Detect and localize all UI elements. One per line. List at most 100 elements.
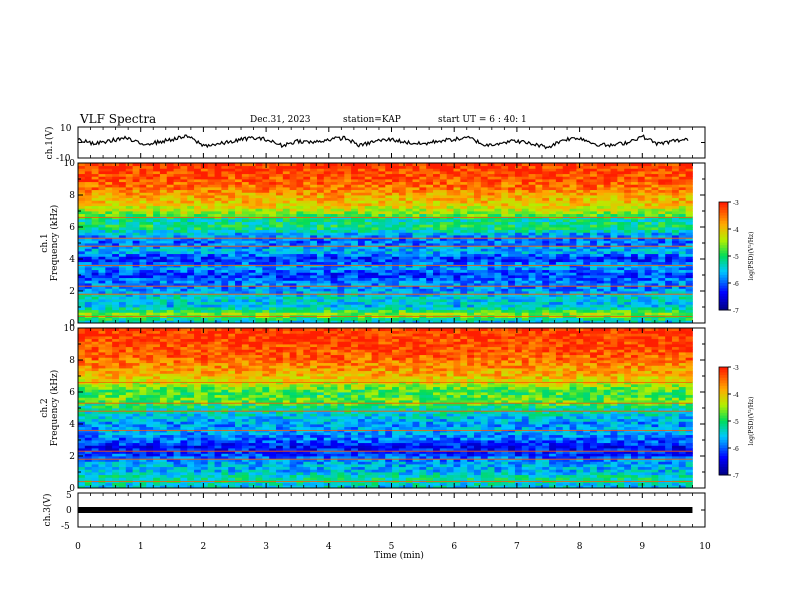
heatmap-cell — [535, 304, 543, 308]
heatmap-cell — [337, 187, 345, 191]
heatmap-cell — [214, 216, 222, 220]
heatmap-cell — [221, 211, 229, 215]
heatmap-cell — [153, 259, 161, 263]
heatmap-cell — [494, 245, 502, 249]
heatmap-cell — [282, 179, 291, 183]
heatmap-cell — [146, 237, 154, 241]
heatmap-cell — [494, 224, 502, 228]
heatmap-cell — [494, 309, 502, 313]
heatmap-cell — [330, 187, 338, 191]
heatmap-cell — [446, 179, 454, 183]
heatmap-cell — [303, 267, 311, 271]
heatmap-cell — [596, 232, 605, 236]
heatmap-cell — [275, 288, 284, 292]
heatmap-cell — [665, 261, 673, 265]
heatmap-cell — [460, 208, 468, 212]
heatmap-cell — [624, 219, 632, 223]
heatmap-cell — [91, 216, 99, 220]
heatmap-cell — [617, 205, 625, 209]
heatmap-cell — [166, 288, 174, 292]
heatmap-cell — [118, 187, 127, 191]
heatmap-cell — [323, 299, 332, 303]
heatmap-cell — [139, 208, 147, 212]
heatmap-cell — [453, 227, 461, 231]
heatmap-cell — [678, 208, 687, 212]
heatmap-cell — [207, 304, 215, 308]
heatmap-cell — [330, 275, 338, 279]
heatmap-cell — [658, 216, 666, 220]
heatmap-cell — [658, 312, 666, 316]
heatmap-cell — [173, 307, 181, 311]
heatmap-cell — [542, 240, 550, 244]
heatmap-cell — [296, 312, 304, 316]
heatmap-cell — [235, 235, 243, 239]
heatmap-cell — [78, 205, 86, 209]
heatmap-cell — [173, 237, 181, 241]
heatmap-cell — [125, 227, 134, 231]
heatmap-cell — [473, 187, 482, 191]
heatmap-cell — [255, 288, 263, 292]
heatmap-cell — [351, 296, 359, 300]
heatmap-cell — [337, 197, 345, 201]
heatmap-cell — [467, 245, 475, 249]
heatmap-cell — [637, 227, 646, 231]
heatmap-cell — [269, 285, 277, 289]
heatmap-cell — [337, 259, 345, 263]
heatmap-cell — [262, 267, 270, 271]
heatmap-cell — [282, 229, 291, 233]
heatmap-cell — [173, 312, 181, 316]
heatmap-cell — [323, 301, 332, 305]
heatmap-cell — [132, 219, 140, 223]
heatmap-cell — [235, 269, 243, 273]
heatmap-cell — [105, 219, 113, 223]
heatmap-cell — [78, 293, 86, 297]
heatmap-cell — [159, 232, 168, 236]
heatmap-cell — [439, 213, 448, 217]
heatmap-cell — [405, 213, 413, 217]
heatmap-cell — [576, 237, 584, 241]
heatmap-cell — [644, 208, 652, 212]
heatmap-cell — [153, 291, 161, 295]
heatmap-cell — [378, 285, 386, 289]
heatmap-cell — [439, 240, 448, 244]
heatmap-cell — [78, 256, 86, 260]
heatmap-cell — [323, 203, 332, 207]
heatmap-cell — [535, 320, 543, 324]
heatmap-cell — [480, 307, 489, 311]
heatmap-cell — [187, 299, 195, 303]
heatmap-cell — [248, 245, 256, 249]
heatmap-cell — [200, 179, 209, 183]
heatmap-cell — [316, 203, 325, 207]
heatmap-cell — [310, 256, 318, 260]
heatmap-cell — [337, 229, 345, 233]
heatmap-cell — [426, 304, 434, 308]
heatmap-cell — [603, 235, 611, 239]
heatmap-cell — [596, 179, 605, 183]
heatmap-cell — [228, 304, 236, 308]
heatmap-cell — [78, 288, 86, 292]
heatmap-cell — [521, 187, 530, 191]
heatmap-cell — [398, 221, 407, 225]
heatmap-cell — [678, 205, 687, 209]
heatmap-cell — [323, 269, 332, 273]
heatmap-cell — [392, 181, 400, 185]
heatmap-cell — [84, 259, 93, 263]
heatmap-cell — [84, 205, 93, 209]
heatmap-cell — [651, 219, 659, 223]
heatmap-cell — [132, 187, 140, 191]
heatmap-cell — [453, 197, 461, 201]
heatmap-cell — [139, 261, 147, 265]
heatmap-cell — [146, 320, 154, 324]
heatmap-cell — [78, 261, 86, 265]
heatmap-cell — [405, 205, 413, 209]
heatmap-cell — [173, 200, 181, 204]
heatmap-cell — [385, 232, 393, 236]
heatmap-cell — [555, 320, 564, 324]
heatmap-cell — [398, 181, 407, 185]
heatmap-cell — [419, 200, 427, 204]
heatmap-cell — [296, 211, 304, 215]
heatmap-cell — [631, 293, 639, 297]
heatmap-cell — [371, 243, 379, 247]
heatmap-cell — [385, 301, 393, 305]
heatmap-cell — [330, 240, 338, 244]
